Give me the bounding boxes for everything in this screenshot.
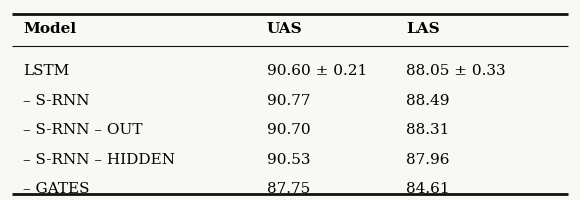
Text: – GATES: – GATES [23,182,90,196]
Text: 90.60 ± 0.21: 90.60 ± 0.21 [267,64,367,78]
Text: 90.77: 90.77 [267,94,310,108]
Text: – S-RNN – HIDDEN: – S-RNN – HIDDEN [23,153,175,167]
Text: 88.49: 88.49 [406,94,450,108]
Text: 88.05 ± 0.33: 88.05 ± 0.33 [406,64,506,78]
Text: – S-RNN – OUT: – S-RNN – OUT [23,123,143,137]
Text: LAS: LAS [406,22,440,36]
Text: 87.96: 87.96 [406,153,450,167]
Text: 90.70: 90.70 [267,123,310,137]
Text: LSTM: LSTM [23,64,70,78]
Text: 87.75: 87.75 [267,182,310,196]
Text: 90.53: 90.53 [267,153,310,167]
Text: – S-RNN: – S-RNN [23,94,90,108]
Text: UAS: UAS [267,22,302,36]
Text: 84.61: 84.61 [406,182,450,196]
Text: 88.31: 88.31 [406,123,450,137]
Text: Model: Model [23,22,77,36]
